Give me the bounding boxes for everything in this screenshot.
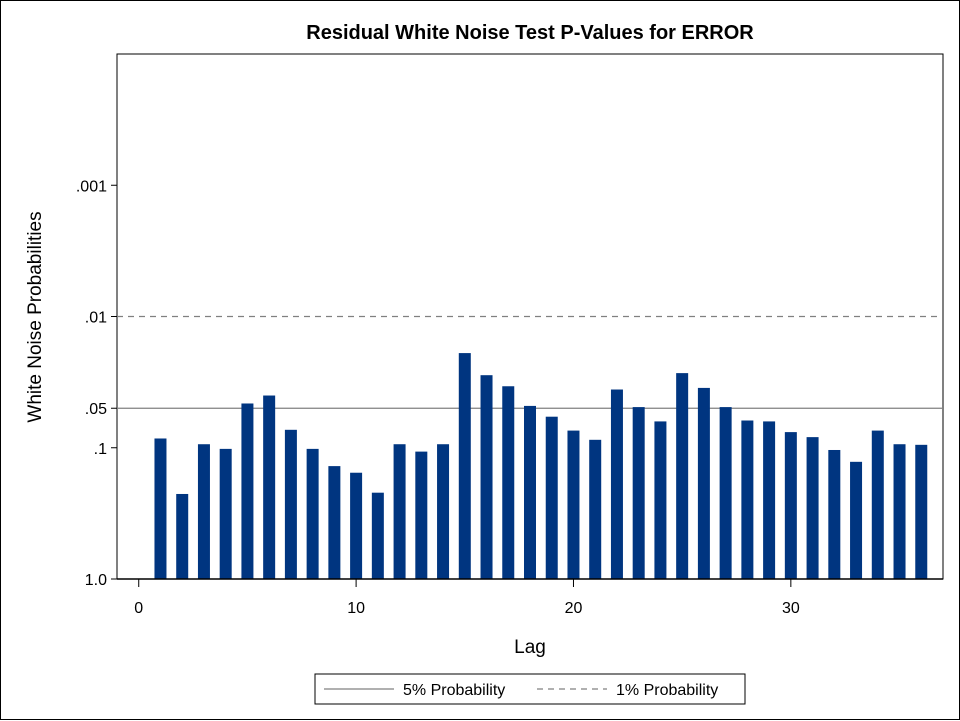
- bar-lag-6: [263, 395, 276, 579]
- bar-lag-25: [676, 373, 689, 579]
- bar-lag-29: [763, 421, 776, 579]
- x-tick-label: 0: [134, 600, 143, 617]
- bar-lag-10: [350, 472, 363, 579]
- y-tick-label: .1: [94, 441, 107, 458]
- bar-lag-3: [197, 444, 210, 579]
- bar-lag-26: [697, 387, 710, 579]
- reference-lines: [117, 315, 943, 409]
- bar-lag-13: [415, 451, 428, 579]
- legend: 5% Probability 1% Probability: [314, 673, 746, 705]
- bar-lag-1: [154, 438, 167, 579]
- y-tick-label: .01: [85, 310, 107, 327]
- bar-lag-22: [610, 389, 623, 579]
- bar-lag-21: [589, 439, 602, 579]
- bar-lag-36: [915, 444, 928, 579]
- bar-lag-35: [893, 444, 906, 579]
- y-axis: .001 .01 .05 .1 1.0: [76, 178, 117, 589]
- bar-lag-32: [828, 449, 841, 579]
- bar-lag-27: [719, 407, 732, 579]
- x-axis: 0 10 20 30: [134, 579, 800, 617]
- y-tick-label: .05: [85, 401, 107, 418]
- bar-lag-24: [654, 421, 667, 579]
- bar-lag-19: [545, 416, 558, 579]
- y-tick-label: 1.0: [85, 572, 107, 589]
- y-axis-label: White Noise Probabilities: [25, 211, 46, 422]
- bar-lag-34: [871, 430, 884, 579]
- bar-lag-20: [567, 430, 580, 579]
- legend-label-1pct: 1% Probability: [616, 682, 718, 699]
- bar-lag-16: [480, 375, 493, 579]
- bar-lag-8: [306, 448, 319, 579]
- bar-lag-30: [784, 432, 797, 579]
- bar-lag-7: [284, 429, 297, 579]
- y-tick-label: .001: [76, 178, 107, 195]
- bar-lag-4: [219, 448, 232, 579]
- x-tick-label: 20: [565, 600, 583, 617]
- bar-lag-33: [850, 461, 863, 579]
- bar-lag-11: [371, 492, 384, 579]
- bar-lag-17: [502, 386, 515, 579]
- chart-title: Residual White Noise Test P-Values for E…: [306, 22, 754, 44]
- x-axis-label: Lag: [514, 637, 546, 658]
- bar-lag-31: [806, 437, 819, 579]
- legend-label-5pct: 5% Probability: [403, 682, 505, 699]
- bar-lag-18: [524, 405, 536, 579]
- bar-lag-5: [241, 403, 254, 579]
- bar-lag-9: [328, 466, 341, 579]
- bars: [154, 353, 928, 579]
- x-tick-label: 10: [347, 600, 365, 617]
- bar-lag-14: [437, 444, 450, 579]
- bar-lag-2: [176, 493, 189, 579]
- bar-lag-15: [458, 353, 471, 579]
- bar-lag-28: [741, 420, 754, 579]
- bar-lag-23: [632, 407, 645, 579]
- bar-lag-12: [393, 444, 406, 579]
- x-tick-label: 30: [782, 600, 800, 617]
